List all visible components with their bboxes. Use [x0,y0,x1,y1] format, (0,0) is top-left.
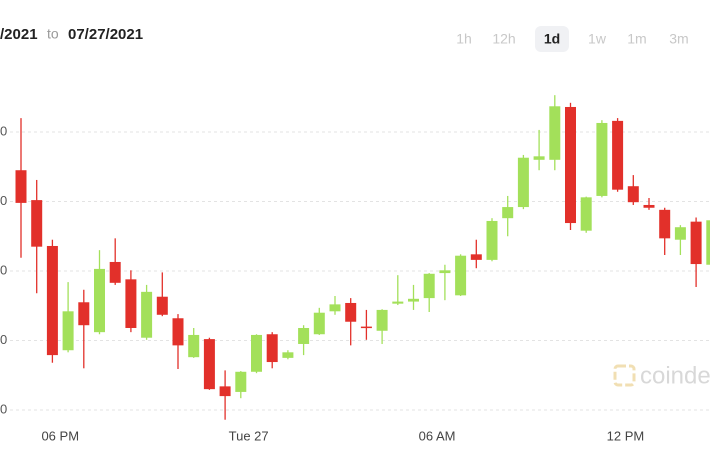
candle-body [690,221,702,265]
interval-button[interactable]: 1m [627,31,646,47]
candle-body [392,301,404,304]
candle-body [612,120,624,190]
candle-body [156,296,168,315]
candle-body [486,220,498,260]
candle-body [533,156,545,160]
x-tick-label: Tue 27 [229,428,269,443]
candle-body [345,302,357,322]
candle-body [46,245,58,356]
interval-button[interactable]: 1d [544,31,560,47]
date-from: /2021 [0,26,38,43]
watermark-text: coinde [640,362,710,389]
candle-body [659,209,671,239]
date-separator: to [47,26,59,42]
candle-body [376,309,388,331]
candle-body [125,279,137,328]
candle-body [408,298,419,302]
date-to: 07/27/2021 [68,26,143,43]
candle-body [596,122,608,196]
candle-body [329,304,341,312]
candle-body [172,318,184,346]
candle-body [439,270,451,274]
interval-selected-bg [535,26,569,52]
x-tick-label: 12 PM [607,428,645,443]
candle-body [251,334,262,372]
candle-body [517,157,529,208]
candle-body [674,227,686,240]
interval-button[interactable]: 12h [492,31,515,47]
interval-button[interactable]: 1w [588,31,607,47]
candle-body [282,352,294,358]
candle-body [298,327,310,344]
candle-body [423,273,435,299]
y-tick-label: 0 [0,401,7,416]
y-tick-label: 0 [0,193,7,208]
candle-body [565,106,576,224]
candle-body [313,312,325,335]
candle-body [580,197,592,231]
candle-body [62,311,74,351]
candle-body [203,339,215,390]
x-tick-label: 06 AM [419,428,456,443]
candle-body [188,334,200,358]
interval-button[interactable]: 1h [456,31,472,47]
y-tick-label: 0 [0,262,7,277]
candle-body [219,386,231,397]
candle-body [235,371,247,392]
x-tick-label: 06 PM [41,428,79,443]
candle-body [470,254,482,260]
candle-body [266,334,278,363]
y-tick-label: 0 [0,332,7,347]
candle-body [94,268,105,333]
candle-body [549,106,561,160]
candle-body [31,200,43,247]
y-tick-label: 0 [0,123,7,138]
candle-body [627,186,639,203]
watermark-icon [613,364,636,387]
watermark: coinde [613,362,710,389]
interval-button[interactable]: 3m [669,31,688,47]
candle-body [141,291,153,338]
candle-body [78,302,90,326]
candle-body [502,207,514,219]
candle-body [109,261,121,283]
candle-body [360,326,372,329]
candle-body [643,204,655,208]
candle-body [455,255,467,296]
candle-body [706,220,710,265]
candle-body [15,170,27,203]
